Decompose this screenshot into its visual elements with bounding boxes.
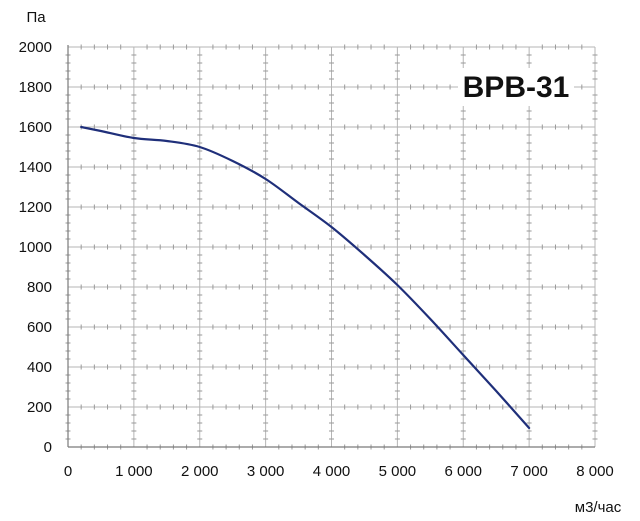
- chart-title: ВРВ-31: [463, 71, 570, 104]
- chart-title-background: [458, 68, 574, 106]
- y-tick-label: 1600: [19, 119, 52, 136]
- x-tick-label: 3 000: [247, 463, 285, 480]
- y-tick-label: 200: [27, 399, 52, 416]
- x-axis-title: м3/час: [575, 499, 622, 516]
- x-tick-label: 8 000: [576, 463, 614, 480]
- y-tick-label: 1400: [19, 159, 52, 176]
- y-tick-label: 600: [27, 319, 52, 336]
- tick-labels: 0 1 000 2 000 3 000 4 000 5 000 6 000 7 000 8 00…: [19, 39, 614, 480]
- y-tick-label: 1000: [19, 239, 52, 256]
- grid-lines: [68, 46, 596, 447]
- axes: [67, 45, 595, 448]
- y-tick-label: 400: [27, 359, 52, 376]
- y-tick-label: 800: [27, 279, 52, 296]
- x-tick-label: 1 000: [115, 463, 153, 480]
- y-tick-label: 0: [44, 439, 52, 456]
- x-tick-label: 0: [64, 463, 72, 480]
- series-line: [80, 125, 531, 430]
- y-tick-label: 1200: [19, 199, 52, 216]
- series-layer: [80, 125, 531, 430]
- x-tick-label: 7 000: [510, 463, 548, 480]
- y-tick-label: 1800: [19, 79, 52, 96]
- x-tick-label: 4 000: [313, 463, 351, 480]
- minor-ticks: [65, 44, 598, 450]
- x-tick-label: 5 000: [379, 463, 417, 480]
- y-axis-title: Па: [26, 9, 46, 26]
- y-tick-label: 2000: [19, 39, 52, 56]
- x-tick-label: 2 000: [181, 463, 219, 480]
- x-tick-label: 6 000: [444, 463, 482, 480]
